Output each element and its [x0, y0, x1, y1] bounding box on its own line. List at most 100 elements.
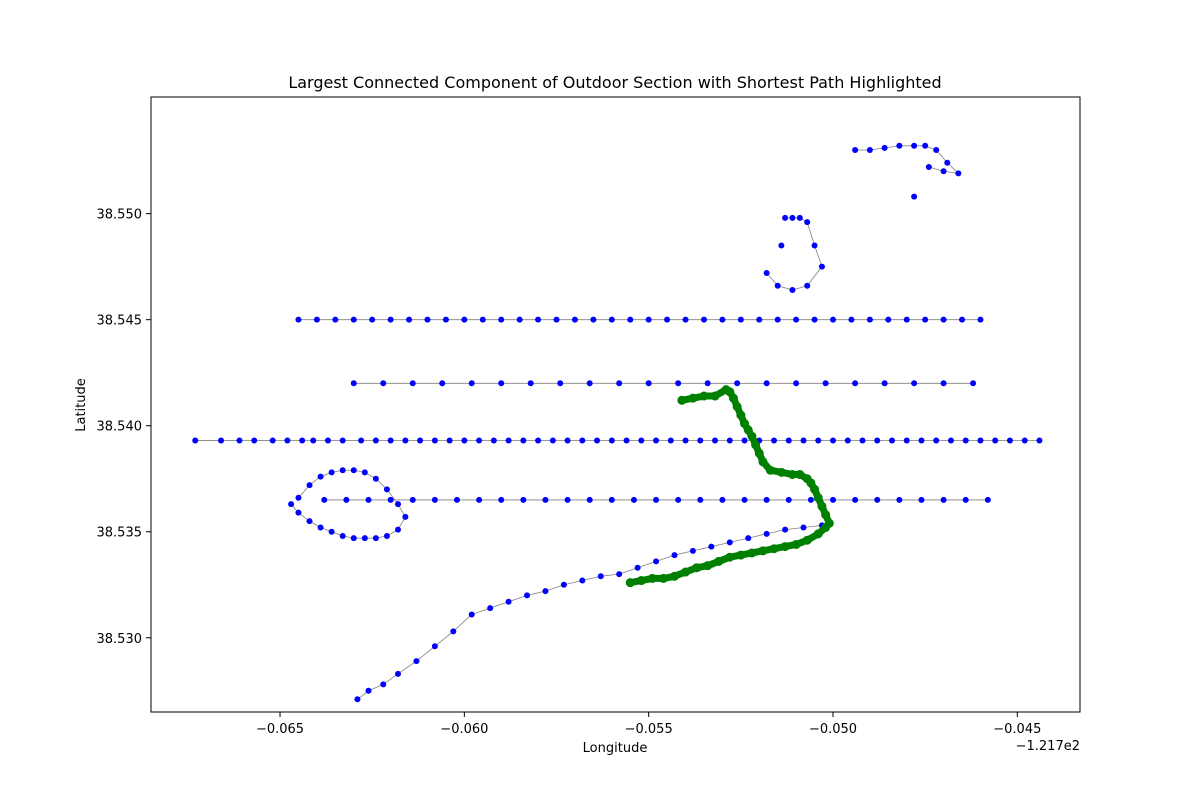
graph-node	[852, 147, 859, 154]
graph-node	[394, 501, 401, 508]
graph-node	[365, 496, 372, 503]
graph-node	[590, 316, 597, 323]
graph-node	[594, 437, 601, 444]
path-node	[758, 457, 768, 467]
graph-edge	[766, 529, 786, 535]
graph-node	[284, 437, 291, 444]
graph-node	[940, 168, 947, 175]
graph-node	[911, 142, 918, 149]
graph-node	[896, 496, 903, 503]
graph-node	[361, 469, 368, 476]
graph-node	[645, 380, 652, 387]
path-node	[740, 419, 750, 429]
path-node	[795, 469, 805, 479]
axes-frame	[150, 96, 1081, 713]
graph-node	[763, 496, 770, 503]
path-node	[625, 578, 635, 588]
graph-node	[542, 588, 549, 595]
path-node	[802, 535, 812, 545]
graph-node	[675, 496, 682, 503]
graph-node	[343, 496, 350, 503]
graph-node	[697, 437, 704, 444]
path-node	[703, 561, 713, 571]
graph-node	[903, 437, 910, 444]
graph-node	[785, 437, 792, 444]
graph-node	[324, 437, 331, 444]
graph-node	[778, 242, 785, 249]
graph-node	[608, 316, 615, 323]
graph-node	[962, 437, 969, 444]
graph-node	[236, 437, 243, 444]
graph-node	[527, 380, 534, 387]
graph-node	[299, 437, 306, 444]
graph-node	[689, 547, 696, 554]
graph-node	[394, 670, 401, 677]
graph-edge	[490, 601, 509, 609]
graph-node	[866, 316, 873, 323]
graph-node	[653, 558, 660, 565]
graph-node	[269, 437, 276, 444]
graph-node	[394, 526, 401, 533]
graph-node	[490, 437, 497, 444]
graph-edge	[545, 584, 565, 592]
path-node	[791, 539, 801, 549]
graph-node	[922, 316, 929, 323]
path-node	[802, 474, 812, 484]
graph-node	[807, 496, 814, 503]
graph-edge	[383, 673, 399, 685]
graph-node	[520, 437, 527, 444]
graph-node	[719, 316, 726, 323]
graph-edge	[814, 245, 823, 267]
graph-node	[708, 543, 715, 550]
graph-node	[380, 380, 387, 387]
graph-node	[328, 469, 335, 476]
graph-node	[667, 437, 674, 444]
graph-node	[977, 316, 984, 323]
path-node	[824, 518, 834, 528]
x-tick-label: −0.045	[993, 722, 1041, 737]
graph-node	[947, 437, 954, 444]
x-tick-label: −0.050	[809, 722, 857, 737]
graph-node	[763, 530, 770, 537]
graph-node	[874, 496, 881, 503]
graph-node	[516, 316, 523, 323]
graph-node	[372, 475, 379, 482]
graph-node	[365, 687, 372, 694]
graph-node	[959, 316, 966, 323]
x-tick-label: −0.060	[440, 722, 488, 737]
graph-node	[682, 316, 689, 323]
graph-node	[417, 437, 424, 444]
graph-node	[295, 494, 302, 501]
graph-node	[387, 437, 394, 444]
graph-node	[369, 316, 376, 323]
graph-node	[553, 316, 560, 323]
graph-node	[804, 219, 811, 226]
graph-node	[911, 380, 918, 387]
graph-node	[383, 532, 390, 539]
graph-node	[682, 437, 689, 444]
graph-node	[664, 316, 671, 323]
graph-edge	[785, 527, 804, 531]
graph-node	[535, 316, 542, 323]
graph-node	[358, 437, 365, 444]
graph-node	[741, 437, 748, 444]
graph-edge	[526, 590, 546, 596]
graph-node	[557, 380, 564, 387]
graph-node	[608, 496, 615, 503]
graph-node	[940, 316, 947, 323]
graph-node	[675, 380, 682, 387]
graph-node	[830, 496, 837, 503]
graph-node	[380, 681, 387, 688]
graph-node	[306, 482, 313, 489]
path-node	[747, 548, 757, 558]
path-node	[699, 391, 709, 401]
path-node	[736, 410, 746, 420]
graph-node	[579, 577, 586, 584]
graph-node	[922, 142, 929, 149]
path-node	[714, 556, 724, 566]
graph-node	[940, 380, 947, 387]
graph-node	[726, 437, 733, 444]
graph-node	[700, 316, 707, 323]
graph-edge	[803, 524, 822, 528]
graph-node	[630, 496, 637, 503]
